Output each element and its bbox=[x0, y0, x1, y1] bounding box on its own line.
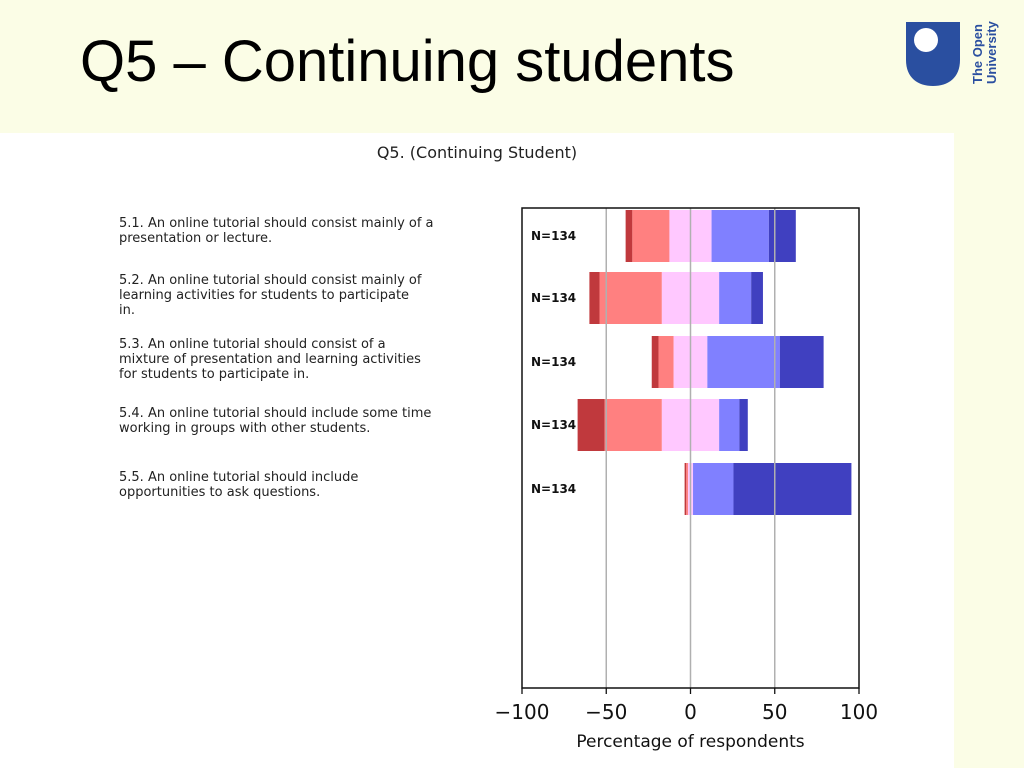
shield-circle bbox=[914, 28, 938, 52]
chart-title: Q5. (Continuing Student) bbox=[376, 143, 578, 162]
n-label: N=134 bbox=[531, 291, 576, 305]
question-label: 5.3. An online tutorial should consist o… bbox=[119, 337, 459, 382]
chart-plot: N=134 N=134 N=134 N=134 N=134 −100 −50 0 50 100 Pe… bbox=[495, 207, 878, 752]
bar-segment bbox=[779, 336, 824, 388]
bar-segment bbox=[733, 463, 852, 515]
bar-segment bbox=[751, 272, 763, 324]
bar-segment bbox=[768, 210, 796, 262]
open-university-logo bbox=[906, 22, 960, 86]
x-tick-label: 50 bbox=[762, 700, 787, 724]
bar-segment bbox=[711, 210, 769, 262]
bar-segment bbox=[625, 210, 633, 262]
question-label-line: presentation or lecture. bbox=[119, 231, 273, 246]
question-label-line: in. bbox=[119, 303, 135, 318]
open-university-wordmark: The Open University bbox=[970, 20, 999, 84]
n-label: N=134 bbox=[531, 418, 576, 432]
x-tick-label: 100 bbox=[840, 700, 878, 724]
question-label-line: learning activities for students to part… bbox=[119, 288, 410, 303]
n-label: N=134 bbox=[531, 482, 576, 496]
chart-figure: Q5. (Continuing Student) 5.1. An online … bbox=[0, 133, 954, 768]
bar-segment bbox=[719, 272, 752, 324]
question-label-line: 5.2. An online tutorial should consist m… bbox=[119, 273, 422, 288]
slide-title: Q5 – Continuing students bbox=[80, 29, 735, 94]
x-tick-label: −50 bbox=[585, 700, 627, 724]
bar-segment bbox=[739, 399, 748, 451]
question-label: 5.2. An online tutorial should consist m… bbox=[119, 273, 459, 318]
question-label: 5.5. An online tutorial should include op… bbox=[119, 470, 459, 500]
bar-segment bbox=[651, 336, 659, 388]
bar-segment bbox=[693, 463, 734, 515]
bar-segment bbox=[707, 336, 780, 388]
bar-segment bbox=[658, 336, 674, 388]
x-tick-label: −100 bbox=[495, 700, 550, 724]
question-label-line: for students to participate in. bbox=[119, 367, 310, 382]
bar-segment bbox=[719, 399, 740, 451]
bar-segment bbox=[684, 463, 687, 515]
question-label-line: working in groups with other students. bbox=[119, 421, 371, 436]
logo-wordmark-text: The Open University bbox=[970, 20, 999, 84]
bar-segment bbox=[632, 210, 670, 262]
bar-segment bbox=[604, 399, 662, 451]
question-label-line: mixture of presentation and learning act… bbox=[119, 352, 421, 367]
bar-segment bbox=[599, 272, 662, 324]
bar-segment bbox=[589, 272, 600, 324]
question-label: 5.4. An online tutorial should include s… bbox=[119, 406, 459, 436]
x-axis-label: Percentage of respondents bbox=[576, 732, 804, 752]
question-label-line: 5.4. An online tutorial should include s… bbox=[119, 406, 432, 421]
bar-segment bbox=[577, 399, 605, 451]
bar-segment bbox=[686, 463, 688, 515]
question-label: 5.1. An online tutorial should consist m… bbox=[119, 216, 459, 246]
question-label-line: 5.5. An online tutorial should include bbox=[119, 470, 359, 485]
n-label: N=134 bbox=[531, 229, 576, 243]
n-label: N=134 bbox=[531, 355, 576, 369]
question-label-line: opportunities to ask questions. bbox=[119, 485, 321, 500]
question-label-line: 5.1. An online tutorial should consist m… bbox=[119, 216, 434, 231]
question-label-line: 5.3. An online tutorial should consist o… bbox=[119, 337, 386, 352]
x-tick-label: 0 bbox=[684, 700, 697, 724]
